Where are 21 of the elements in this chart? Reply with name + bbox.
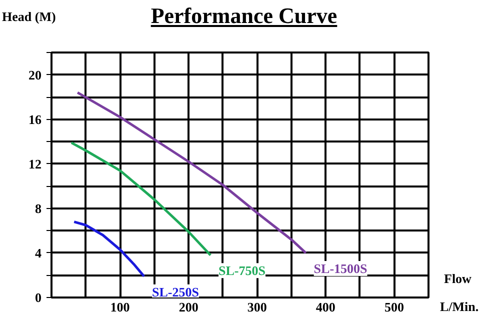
- y-tick-label: 12: [28, 156, 42, 172]
- x-tick-label: 300: [247, 300, 267, 314]
- line-series: [76, 91, 308, 254]
- line-series: [72, 220, 146, 278]
- y-tick-label: 16: [28, 112, 42, 127]
- y-tick-label: 0: [35, 290, 42, 305]
- x-tick-label: 400: [316, 300, 336, 314]
- x-tick-label: 500: [384, 300, 404, 314]
- x-axis-title: Flow: [444, 270, 472, 288]
- series-label: SL-1500S: [314, 260, 368, 276]
- series-label: SL-250S: [152, 284, 200, 300]
- y-tick-label: 8: [35, 200, 42, 216]
- series-label: SL-750S: [218, 263, 266, 278]
- y-tick-label: 20: [28, 67, 42, 82]
- y-axis-title: Head (M): [2, 8, 56, 26]
- line-series: [70, 141, 212, 256]
- x-tick-label: 200: [178, 300, 198, 314]
- chart-title: Performance Curve: [150, 3, 338, 28]
- x-tick-label: 100: [110, 300, 130, 314]
- text: L/Min.: [440, 298, 479, 316]
- y-tick-label: 4: [35, 245, 42, 260]
